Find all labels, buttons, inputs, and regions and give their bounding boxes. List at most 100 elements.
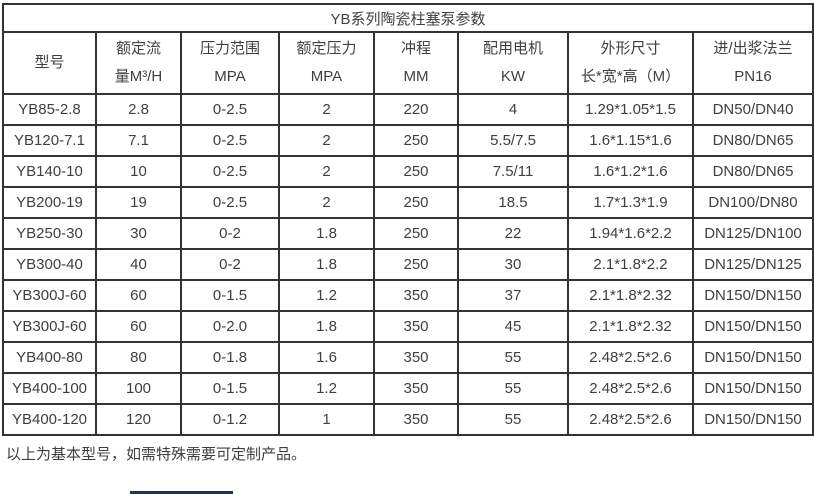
table-cell-motor: 37 (457, 279, 569, 312)
table-cell-rated-flow: 60 (95, 279, 182, 312)
table-cell-pressure-range: 0-1.2 (180, 403, 280, 436)
table-cell-rated-pressure: 2 (278, 186, 375, 219)
table-cell-pressure-range: 0-1.8 (180, 341, 280, 374)
footer-note: 以上为基本型号，如需特殊需要可定制产品。 (6, 446, 307, 463)
table-cell-model: YB250-30 (2, 217, 97, 250)
table-cell-pressure-range: 0-2.5 (180, 124, 280, 157)
table-cell-model: YB300J-60 (2, 279, 97, 312)
table-body: YB85-2.8 2.8 0-2.5 2 220 4 1.29*1.05*1.5 DN50/D… (2, 93, 814, 436)
table-cell-flange: DN150/DN150 (691, 341, 814, 374)
table-cell-dimensions: 1.94*1.6*2.2 (567, 217, 694, 250)
table-cell-motor: 55 (457, 403, 569, 436)
table-cell-flange: DN100/DN80 (691, 186, 814, 219)
column-header-dimensions: 外形尺寸 长*宽*高（M） (567, 31, 694, 95)
table-cell-rated-flow: 2.8 (95, 93, 182, 126)
table-cell-model: YB400-80 (2, 341, 97, 374)
table-row: YB400-100 100 0-1.5 1.2 350 55 2.48*2.5*2.6 DN1… (2, 372, 814, 405)
table-cell-rated-flow: 30 (95, 217, 182, 250)
table-cell-pressure-range: 0-2.0 (180, 310, 280, 343)
table-cell-pressure-range: 0-2.5 (180, 155, 280, 188)
table-cell-model: YB300-40 (2, 248, 97, 281)
table-cell-stroke: 350 (373, 403, 459, 436)
table-cell-pressure-range: 0-2 (180, 248, 280, 281)
table-cell-dimensions: 1.7*1.3*1.9 (567, 186, 694, 219)
column-header-stroke: 冲程 MM (373, 31, 459, 95)
table-cell-model: YB140-10 (2, 155, 97, 188)
table-row: YB300J-60 60 0-2.0 1.8 350 45 2.1*1.8*2.32 DN15… (2, 310, 814, 343)
table-cell-rated-pressure: 1 (278, 403, 375, 436)
table-cell-rated-flow: 19 (95, 186, 182, 219)
column-header-model: 型号 (2, 31, 97, 95)
table-cell-motor: 22 (457, 217, 569, 250)
table-cell-pressure-range: 0-2.5 (180, 93, 280, 126)
header-row: 型号 额定流 量M³/H 压力范围 MPA 额定压力 MPA 冲程 MM 配用电机 KW 外形尺寸 长*… (2, 31, 814, 95)
table-cell-stroke: 250 (373, 248, 459, 281)
table-cell-flange: DN125/DN125 (691, 248, 814, 281)
table-cell-dimensions: 2.1*1.8*2.2 (567, 248, 694, 281)
table-cell-dimensions: 2.48*2.5*2.6 (567, 403, 694, 436)
column-header-rated-pressure: 额定压力 MPA (278, 31, 375, 95)
page: YB系列陶瓷柱塞泵参数 型号 额定流 量M³/H 压力范围 MPA 额定压力 MPA 冲程 MM… (1, 3, 814, 463)
cutoff-text-bar (130, 491, 233, 494)
table-cell-motor: 18.5 (457, 186, 569, 219)
table-cell-model: YB200-19 (2, 186, 97, 219)
table-cell-flange: DN150/DN150 (691, 372, 814, 405)
table-cell-motor: 5.5/7.5 (457, 124, 569, 157)
table-row: YB400-80 80 0-1.8 1.6 350 55 2.48*2.5*2.6 DN150… (2, 341, 814, 374)
table-cell-motor: 7.5/11 (457, 155, 569, 188)
table-row: YB250-30 30 0-2 1.8 250 22 1.94*1.6*2.2 DN125/D… (2, 217, 814, 250)
table-cell-rated-pressure: 1.6 (278, 341, 375, 374)
column-header-rated-flow: 额定流 量M³/H (95, 31, 182, 95)
table-cell-model: YB400-120 (2, 403, 97, 436)
table-cell-stroke: 250 (373, 186, 459, 219)
table-cell-rated-flow: 60 (95, 310, 182, 343)
table-cell-dimensions: 1.6*1.2*1.6 (567, 155, 694, 188)
table-cell-rated-flow: 80 (95, 341, 182, 374)
table-cell-motor: 45 (457, 310, 569, 343)
table-cell-model: YB400-100 (2, 372, 97, 405)
table-cell-model: YB300J-60 (2, 310, 97, 343)
table-cell-motor: 55 (457, 341, 569, 374)
table-row: YB400-120 120 0-1.2 1 350 55 2.48*2.5*2.6 DN150… (2, 403, 814, 436)
table-cell-dimensions: 2.48*2.5*2.6 (567, 341, 694, 374)
table-cell-model: YB120-7.1 (2, 124, 97, 157)
table-cell-flange: DN150/DN150 (691, 403, 814, 436)
table-cell-stroke: 350 (373, 279, 459, 312)
column-header-flange: 进/出浆法兰 PN16 (691, 31, 814, 95)
table-cell-dimensions: 1.29*1.05*1.5 (567, 93, 694, 126)
table-cell-rated-pressure: 1.8 (278, 248, 375, 281)
table-cell-dimensions: 2.1*1.8*2.32 (567, 310, 694, 343)
table-cell-rated-pressure: 1.2 (278, 372, 375, 405)
table-row: YB300J-60 60 0-1.5 1.2 350 37 2.1*1.8*2.32 DN15… (2, 279, 814, 312)
table-cell-pressure-range: 0-1.5 (180, 372, 280, 405)
table-cell-stroke: 220 (373, 93, 459, 126)
table-cell-rated-flow: 40 (95, 248, 182, 281)
table-cell-flange: DN80/DN65 (691, 155, 814, 188)
table-cell-rated-pressure: 2 (278, 124, 375, 157)
table-row: YB120-7.1 7.1 0-2.5 2 250 5.5/7.5 1.6*1.15*1.6… (2, 124, 814, 157)
title-row: YB系列陶瓷柱塞泵参数 (1, 3, 814, 33)
table-cell-motor: 4 (457, 93, 569, 126)
pump-spec-table: YB系列陶瓷柱塞泵参数 型号 额定流 量M³/H 压力范围 MPA 额定压力 MPA 冲程 MM… (1, 3, 814, 436)
table-cell-stroke: 350 (373, 341, 459, 374)
table-cell-rated-flow: 120 (95, 403, 182, 436)
table-cell-dimensions: 1.6*1.15*1.6 (567, 124, 694, 157)
table-cell-stroke: 350 (373, 372, 459, 405)
table-cell-flange: DN150/DN150 (691, 310, 814, 343)
table-cell-rated-pressure: 1.2 (278, 279, 375, 312)
column-header-pressure-range: 压力范围 MPA (180, 31, 280, 95)
table-cell-rated-pressure: 1.8 (278, 310, 375, 343)
table-cell-stroke: 350 (373, 310, 459, 343)
table-cell-flange: DN150/DN150 (691, 279, 814, 312)
table-cell-rated-pressure: 2 (278, 93, 375, 126)
table-cell-flange: DN125/DN100 (691, 217, 814, 250)
column-header-motor: 配用电机 KW (457, 31, 569, 95)
table-cell-rated-flow: 100 (95, 372, 182, 405)
table-row: YB200-19 19 0-2.5 2 250 18.5 1.7*1.3*1.9 DN100/… (2, 186, 814, 219)
table-cell-rated-pressure: 2 (278, 155, 375, 188)
table-cell-dimensions: 2.48*2.5*2.6 (567, 372, 694, 405)
table-cell-stroke: 250 (373, 124, 459, 157)
table-cell-pressure-range: 0-2.5 (180, 186, 280, 219)
table-cell-pressure-range: 0-1.5 (180, 279, 280, 312)
table-cell-stroke: 250 (373, 155, 459, 188)
